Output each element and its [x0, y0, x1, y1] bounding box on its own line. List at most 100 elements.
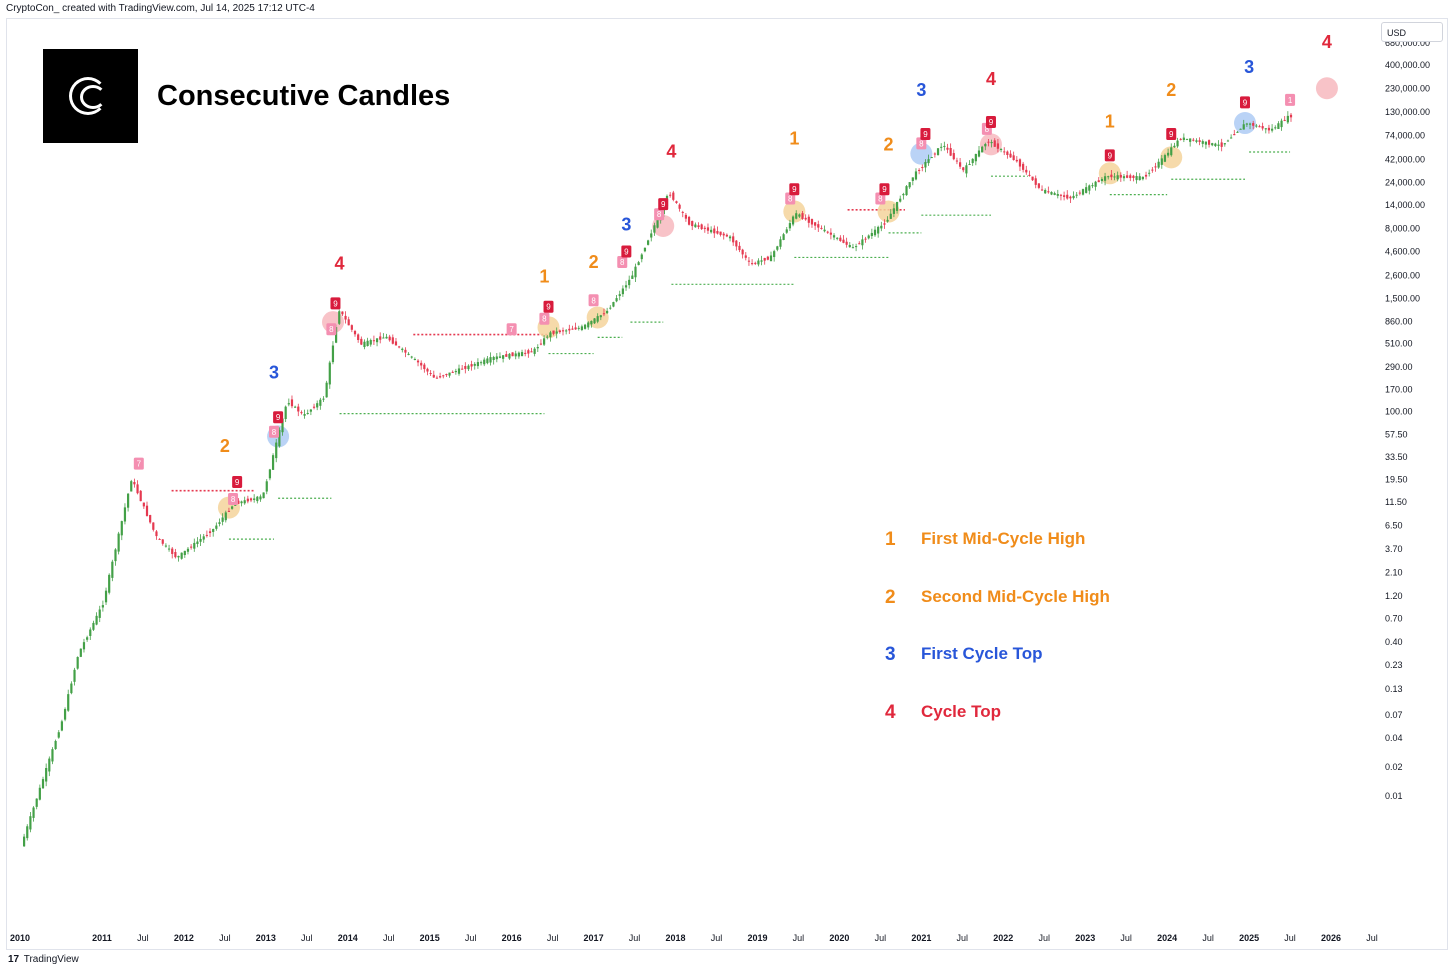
candle-body [73, 669, 76, 682]
sequence-badge-label: 7 [137, 460, 142, 469]
candle-body [79, 648, 82, 657]
candle-body [911, 177, 914, 181]
candle-body [921, 167, 924, 169]
candle-body [650, 233, 653, 238]
candle-body [1053, 193, 1056, 195]
candle-body [987, 141, 990, 143]
candle-body [161, 539, 164, 544]
candle-body [193, 542, 196, 549]
candle-body [590, 320, 593, 325]
y-tick-label: 0.07 [1385, 710, 1403, 720]
sequence-badge [269, 425, 280, 438]
candle-body [360, 338, 363, 345]
y-tick-label: 2.10 [1385, 568, 1403, 578]
candle-body [407, 353, 410, 355]
candle-body [470, 364, 473, 367]
candle-body [224, 512, 227, 521]
candle-body [505, 354, 508, 357]
candle-body [750, 263, 754, 265]
candle-body [338, 311, 341, 324]
candle-body [873, 229, 877, 236]
candle-body [461, 368, 464, 370]
candle-body [628, 279, 631, 286]
candle-body [1230, 137, 1233, 139]
candle-body [1066, 194, 1069, 199]
cycle-marker-4: 4 [335, 253, 345, 273]
candle-body [202, 536, 205, 540]
x-tick-label: Jul [1284, 933, 1296, 943]
tradingview-logo-icon: 17 [8, 954, 20, 965]
candle-body [249, 498, 253, 501]
currency-badge[interactable]: USD [1381, 22, 1443, 42]
candle-body [848, 244, 851, 248]
candle-body [1173, 145, 1176, 148]
candle-body [656, 217, 659, 228]
candle-body [962, 167, 965, 171]
chart-frame [6, 18, 1448, 950]
sequence-badge-label: 8 [591, 296, 596, 305]
candle-body [1154, 166, 1157, 168]
candle-body [1255, 125, 1258, 127]
candle-body [637, 262, 640, 266]
candle-body [76, 657, 79, 669]
candle-body [539, 343, 543, 345]
candle-body [246, 498, 249, 502]
candle-body [1283, 119, 1286, 121]
candle-body [486, 358, 489, 364]
sequence-badge-label: 9 [1169, 130, 1174, 139]
candle-body [429, 373, 432, 375]
candle-body [152, 522, 155, 530]
candle-body [114, 549, 117, 562]
candle-body [791, 216, 795, 225]
candle-body [999, 149, 1003, 151]
y-tick-label: 0.70 [1385, 614, 1403, 624]
candle-body [804, 217, 807, 220]
candle-body [773, 251, 776, 258]
candle-body [492, 356, 495, 360]
sequence-badge [1285, 93, 1296, 106]
candle-body [111, 561, 114, 578]
candle-body [558, 330, 561, 333]
x-tick-label: 2017 [584, 933, 604, 943]
candle-body [230, 506, 234, 509]
y-tick-label: 33.50 [1385, 452, 1408, 462]
candle-body [618, 294, 621, 297]
candle-body [1248, 123, 1252, 125]
candle-body [136, 484, 139, 494]
candle-body [1157, 161, 1160, 168]
tradingview-footer[interactable]: 17 TradingView [8, 954, 79, 965]
candle-body [199, 538, 202, 542]
candle-body [57, 732, 60, 738]
sequence-badge [916, 137, 927, 150]
candle-body [438, 376, 442, 378]
candle-body [451, 371, 454, 373]
candle-body [587, 322, 590, 328]
candle-body [958, 162, 962, 167]
candle-body [653, 225, 656, 233]
candle-body [782, 234, 785, 240]
candle-body [1148, 172, 1151, 174]
y-tick-label: 130,000.00 [1385, 107, 1430, 117]
candle-body [1185, 138, 1189, 140]
candle-body [1018, 159, 1022, 167]
candle-body [1189, 138, 1192, 142]
candle-body [1217, 144, 1220, 146]
candle-body [275, 442, 278, 459]
candle-body [577, 327, 580, 329]
candle-body [297, 406, 300, 412]
candle-body [1220, 142, 1223, 147]
x-tick-label: 2024 [1157, 933, 1177, 943]
candle-body [32, 807, 35, 818]
candle-body [130, 481, 133, 492]
candle-body [908, 182, 911, 188]
sequence-badge [506, 323, 517, 336]
candle-body [183, 550, 186, 556]
candle-body [1163, 155, 1167, 162]
candle-body [580, 326, 584, 330]
candle-body [1242, 124, 1245, 130]
candle-body [89, 629, 92, 636]
sequence-badge [326, 323, 337, 336]
candle-body [1233, 134, 1236, 136]
candle-body [334, 327, 338, 343]
